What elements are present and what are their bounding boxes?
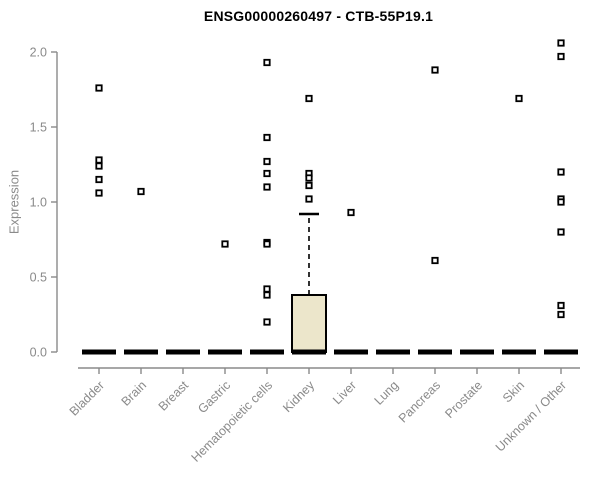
x-category-label: Liver	[330, 378, 359, 407]
median-bar	[544, 349, 578, 355]
x-category-label: Kidney	[280, 378, 317, 415]
x-category-label: Skin	[500, 378, 527, 405]
y-tick-label: 1.5	[30, 121, 47, 135]
outlier-point	[95, 175, 103, 184]
median-bar	[124, 349, 158, 355]
outlier-point	[305, 195, 313, 203]
outlier-point	[263, 183, 271, 191]
x-category-label: Unknown / Other	[493, 378, 569, 454]
outlier-point	[557, 301, 565, 310]
outlier-point	[263, 169, 271, 178]
outlier-point	[221, 240, 229, 248]
y-tick-label: 0.0	[30, 346, 47, 360]
median-bar	[82, 349, 116, 355]
y-tick-label: 2.0	[30, 46, 47, 60]
chart-title: ENSG00000260497 - CTB-55P19.1	[203, 8, 434, 24]
median-bar	[334, 349, 368, 355]
median-bar	[376, 349, 410, 355]
outlier-point	[305, 94, 313, 103]
x-category-label: Brain	[119, 378, 150, 409]
outlier-point	[557, 198, 565, 206]
outlier-point	[515, 94, 523, 103]
outlier-point	[95, 162, 103, 170]
y-tick-label: 1.0	[30, 196, 47, 210]
outlier-point	[263, 318, 271, 326]
x-category-label: Breast	[156, 378, 192, 414]
median-bar	[208, 349, 242, 355]
x-category-label: Prostate	[442, 378, 485, 421]
outlier-point	[305, 181, 313, 190]
outlier-point	[347, 208, 355, 217]
median-bar	[460, 349, 494, 355]
median-bar	[292, 349, 326, 355]
outlier-point	[557, 310, 565, 319]
outlier-point	[95, 84, 103, 92]
outlier-point	[263, 58, 271, 67]
median-bar	[166, 349, 200, 355]
outlier-point	[431, 66, 439, 74]
median-bar	[250, 349, 284, 355]
outlier-point	[95, 156, 103, 164]
outlier-point	[557, 228, 565, 236]
outlier-point	[137, 187, 145, 196]
outlier-point	[557, 168, 565, 176]
outlier-point	[263, 157, 271, 166]
y-tick-label: 0.5	[30, 271, 47, 285]
outlier-point	[95, 189, 103, 197]
outlier-point	[305, 174, 313, 182]
median-bar	[502, 349, 536, 355]
outlier-point	[263, 240, 271, 248]
outlier-point	[263, 291, 271, 299]
outlier-point	[263, 133, 271, 142]
x-category-label: Gastric	[195, 378, 233, 416]
outlier-point	[431, 256, 439, 265]
x-category-label: Hematopoietic cells	[189, 378, 276, 465]
x-category-label: Pancreas	[396, 378, 443, 425]
outlier-point	[557, 39, 565, 47]
box	[291, 294, 327, 353]
median-bar	[418, 349, 452, 355]
outlier-point	[263, 285, 271, 293]
x-category-label: Bladder	[67, 378, 107, 418]
outlier-point	[557, 52, 565, 61]
x-category-label: Lung	[372, 378, 402, 408]
